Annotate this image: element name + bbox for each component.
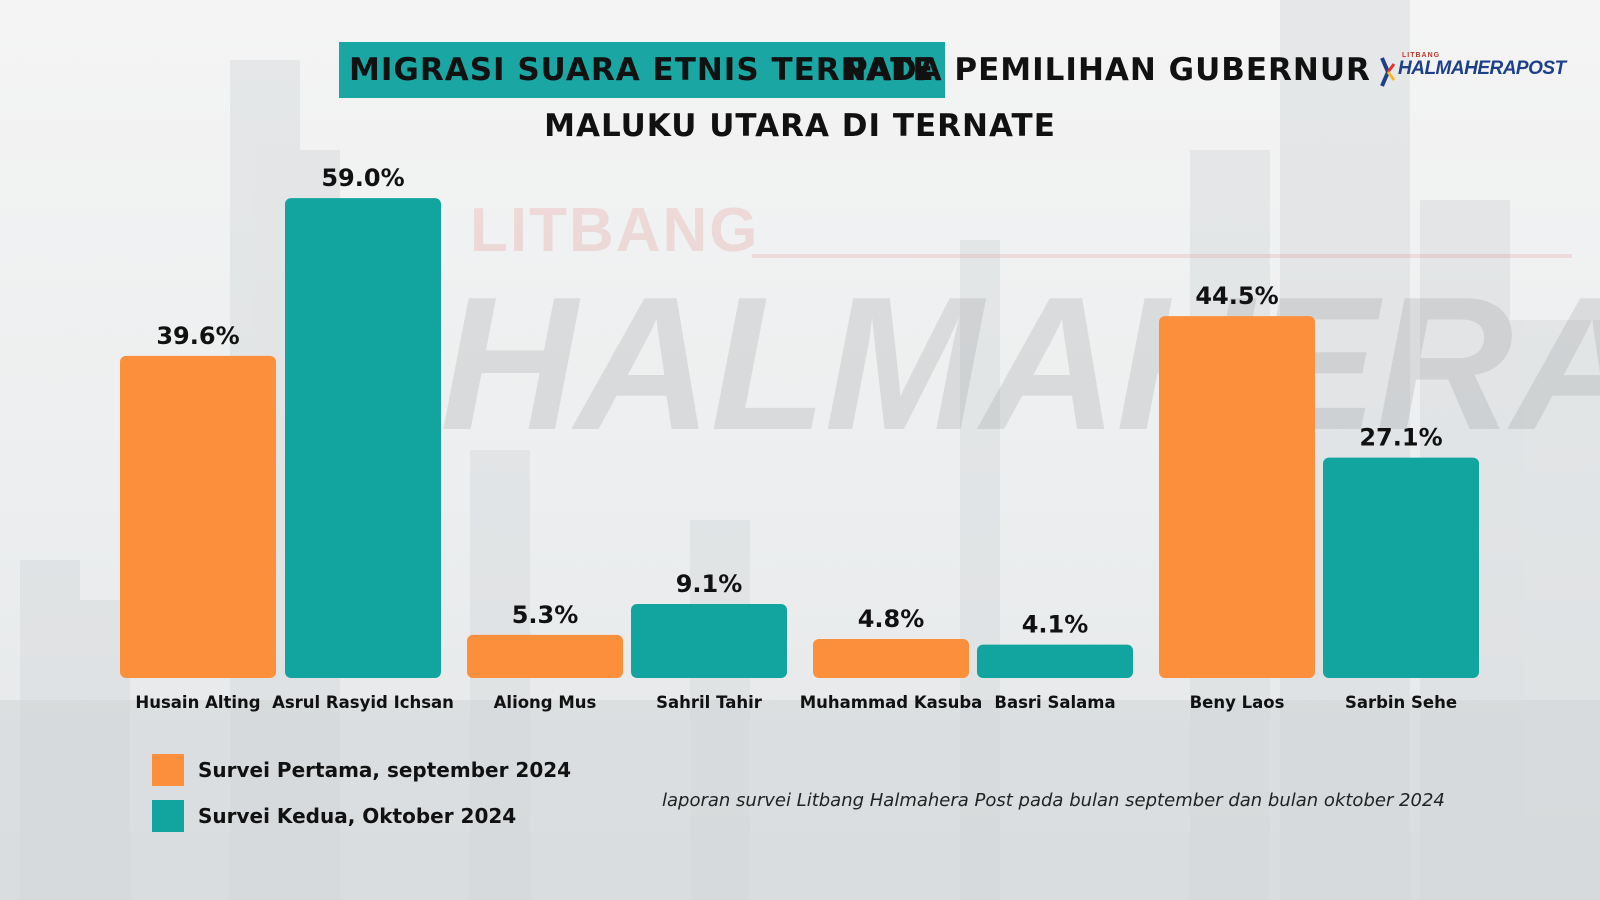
bar-aliong-mus [467, 634, 623, 678]
bar-sahril-tahir [631, 603, 787, 678]
title-line2: MALUKU UTARA DI TERNATE [544, 108, 1056, 144]
value-label-husain-alting: 39.6% [156, 322, 239, 350]
title-rest: PADA PEMILIHAN GUBERNUR [845, 52, 1371, 88]
category-label-sahril-tahir: Sahril Tahir [656, 693, 763, 712]
watermark-halmaherapost: HALMAHERAPOST [440, 258, 1600, 470]
legend-label-survey2: Survei Kedua, Oktober 2024 [198, 804, 517, 828]
bar-sarbin-sehe [1323, 457, 1479, 678]
logo-mark-icon [1380, 57, 1396, 87]
legend-item-survey1: Survei Pertama, september 2024 [152, 754, 571, 786]
source-note: laporan survei Litbang Halmahera Post pa… [662, 790, 1445, 811]
value-label-beny-laos: 44.5% [1195, 282, 1278, 310]
category-label-muhammad-kasuba: Muhammad Kasuba [800, 693, 983, 712]
watermark-litbang: LITBANG [470, 196, 760, 265]
logo-small-text: LITBANG [1402, 52, 1441, 59]
logo-name-text: HALMAHERAPOST [1398, 58, 1566, 79]
legend-swatch-survey1 [152, 754, 184, 786]
value-label-sarbin-sehe: 27.1% [1359, 424, 1442, 452]
bar-basri-salama [977, 644, 1133, 678]
title-highlight: MIGRASI SUARA ETNIS TERNATE [339, 42, 945, 98]
category-label-sarbin-sehe: Sarbin Sehe [1345, 693, 1457, 712]
category-label-beny-laos: Beny Laos [1190, 693, 1285, 712]
bar-husain-alting [120, 355, 276, 678]
category-label-aliong-mus: Aliong Mus [494, 693, 597, 712]
legend-swatch-survey2 [152, 800, 184, 832]
value-label-sahril-tahir: 9.1% [676, 570, 743, 598]
bar-muhammad-kasuba [813, 638, 969, 678]
legend-label-survey1: Survei Pertama, september 2024 [198, 758, 572, 782]
value-label-aliong-mus: 5.3% [512, 601, 579, 629]
legend-item-survey2: Survei Kedua, Oktober 2024 [152, 800, 516, 832]
watermark-rule [752, 254, 1572, 258]
value-label-asrul-rasyid-ichsan: 59.0% [321, 164, 404, 192]
category-label-asrul-rasyid-ichsan: Asrul Rasyid Ichsan [272, 693, 454, 712]
bar-beny-laos [1159, 316, 1315, 678]
value-label-basri-salama: 4.1% [1022, 611, 1089, 639]
value-label-muhammad-kasuba: 4.8% [858, 605, 925, 633]
category-label-basri-salama: Basri Salama [994, 693, 1115, 712]
bar-asrul-rasyid-ichsan [285, 198, 441, 678]
category-label-husain-alting: Husain Alting [135, 693, 260, 712]
